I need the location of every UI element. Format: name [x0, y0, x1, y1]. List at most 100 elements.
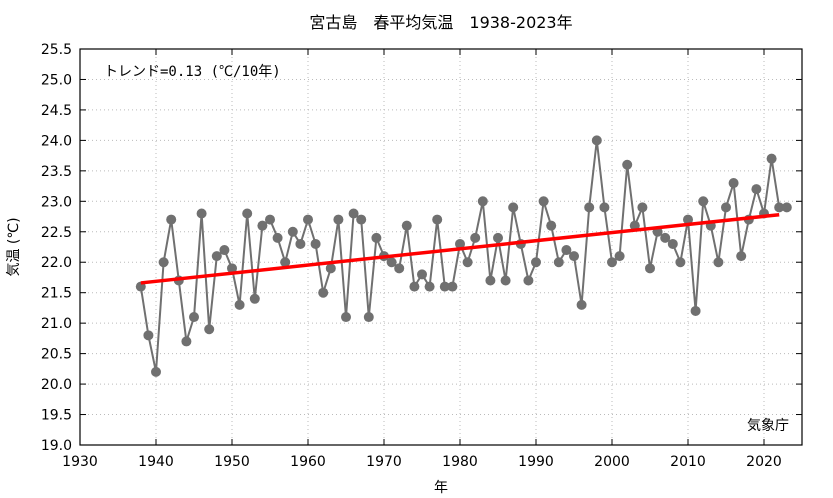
data-point: [363, 312, 374, 323]
x-tick-label: 1930: [62, 454, 98, 470]
data-point: [766, 153, 777, 164]
data-point: [462, 257, 473, 268]
data-point: [181, 336, 192, 347]
data-point: [546, 220, 557, 231]
data-point: [599, 202, 610, 213]
trend-annotation: トレンド=0.13 (℃/10年): [104, 64, 281, 80]
x-tick-label: 2010: [670, 454, 706, 470]
data-point: [751, 184, 762, 195]
data-point: [158, 257, 169, 268]
data-point: [401, 220, 412, 231]
data-point: [303, 214, 313, 225]
data-point: [219, 245, 230, 256]
trend-layer: [140, 212, 780, 285]
data-point: [348, 208, 359, 219]
data-point: [447, 281, 458, 292]
data-point: [569, 251, 579, 262]
data-point: [607, 257, 617, 268]
data-point: [257, 220, 268, 231]
data-point: [493, 232, 503, 243]
data-point: [151, 366, 161, 377]
y-tick-label: 25.5: [41, 42, 72, 58]
x-axis: 1930 1940 1950 1960 1970 1980 1990 2000 2010 2020: [62, 49, 782, 470]
x-tick-label: 1990: [518, 454, 554, 470]
data-point: [265, 214, 275, 225]
data-point: [508, 202, 519, 213]
y-tick-label: 20.5: [41, 347, 72, 363]
data-point: [523, 275, 534, 286]
data-point: [637, 202, 648, 213]
x-tick-label: 1950: [214, 454, 250, 470]
data-point: [553, 257, 564, 268]
data-point: [470, 232, 481, 243]
data-point: [675, 257, 686, 268]
data-point: [234, 299, 245, 310]
data-point: [386, 257, 397, 268]
y-tick-label: 22.5: [41, 225, 72, 241]
data-point: [713, 257, 724, 268]
data-point: [455, 238, 465, 249]
data-point: [211, 251, 222, 262]
data-point: [477, 196, 488, 207]
data-point: [310, 238, 321, 249]
data-point: [667, 238, 678, 249]
y-tick-label: 21.5: [41, 286, 72, 302]
data-point: [356, 214, 367, 225]
data-point: [698, 196, 709, 207]
data-point: [341, 312, 351, 323]
data-point: [774, 202, 785, 213]
y-tick-label: 25.0: [41, 72, 72, 88]
data-point: [439, 281, 450, 292]
data-point: [485, 275, 496, 286]
data-point: [272, 232, 283, 243]
data-point: [227, 263, 237, 274]
data-point: [295, 238, 306, 249]
data-point: [371, 232, 382, 243]
data-point: [690, 305, 701, 316]
y-tick-label: 19.5: [41, 408, 72, 424]
x-tick-label: 2020: [746, 454, 782, 470]
y-axis-label: 気温 (℃): [6, 217, 22, 276]
y-tick-label: 24.5: [41, 103, 72, 119]
data-point: [196, 208, 207, 219]
data-point: [531, 257, 541, 268]
data-point: [318, 287, 329, 298]
data-point: [561, 245, 572, 256]
data-point: [591, 135, 602, 146]
y-tick-label: 21.0: [41, 316, 72, 332]
data-point: [189, 312, 199, 323]
data-point: [576, 299, 587, 310]
data-point: [614, 251, 625, 262]
data-point: [333, 214, 344, 225]
data-point: [143, 330, 154, 341]
data-point: [721, 202, 731, 213]
data-point: [622, 159, 633, 170]
y-tick-label: 23.0: [41, 194, 72, 210]
data-point: [683, 214, 693, 225]
data-point: [660, 232, 671, 243]
data-point: [166, 214, 177, 225]
data-point: [287, 226, 298, 237]
data-point: [204, 324, 215, 335]
y-tick-label: 22.0: [41, 255, 72, 271]
data-point: [538, 196, 549, 207]
y-tick-label: 23.5: [41, 164, 72, 180]
data-point: [242, 208, 253, 219]
data-point: [736, 251, 747, 262]
x-tick-label: 1960: [290, 454, 326, 470]
data-point: [432, 214, 443, 225]
x-tick-label: 1940: [138, 454, 174, 470]
source-label: 気象庁: [747, 418, 789, 434]
x-tick-label: 1980: [442, 454, 478, 470]
data-point: [781, 202, 792, 213]
y-tick-label: 24.0: [41, 133, 72, 149]
x-axis-label: 年: [434, 480, 448, 496]
x-tick-label: 1970: [366, 454, 402, 470]
data-point: [280, 257, 291, 268]
data-point: [409, 281, 420, 292]
data-point: [584, 202, 595, 213]
data-point: [249, 293, 260, 304]
chart-title: 宮古島 春平均気温 1938-2023年: [309, 13, 572, 32]
y-tick-label: 20.0: [41, 377, 72, 393]
